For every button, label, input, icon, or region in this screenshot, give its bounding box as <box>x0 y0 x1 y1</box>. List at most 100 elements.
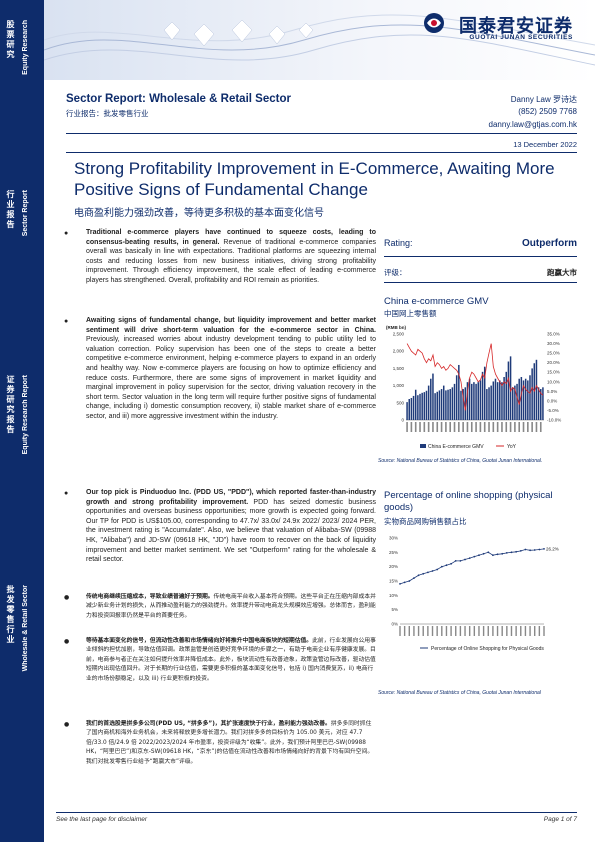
y2-tick-label: 25.0% <box>547 351 560 356</box>
gmv-bar <box>462 389 464 420</box>
x-tick-label <box>436 422 439 432</box>
gmv-bar <box>445 390 447 420</box>
gmv-bar <box>486 389 488 420</box>
rating-label-cn: 评级： <box>384 268 407 277</box>
gmv-bar <box>421 392 423 420</box>
online-share-point <box>505 552 508 554</box>
gmv-bar <box>406 402 408 420</box>
gmv-bar <box>490 385 492 420</box>
data-label: 26.2% <box>546 546 559 551</box>
chart-source: Source: National Bureau of Statistics of… <box>378 458 543 464</box>
chart-subtitle: 中国网上零售额 <box>384 309 437 318</box>
gmv-bar <box>501 382 503 420</box>
x-tick-label <box>520 626 522 636</box>
gmv-bar <box>425 390 428 420</box>
x-tick-label <box>506 626 508 636</box>
x-tick-label <box>422 626 424 636</box>
gmv-bar <box>522 380 525 420</box>
gmv-bar <box>475 383 477 420</box>
gmv-bar <box>529 375 531 420</box>
x-tick-label <box>403 626 406 636</box>
sidebar-cn-label: 批发零售行业 <box>6 585 15 645</box>
y2-tick-label: 0.0% <box>547 398 557 403</box>
online-share-point <box>543 548 545 550</box>
footer-disclaimer[interactable]: See the last page for disclaimer <box>56 816 148 823</box>
online-share-point <box>478 554 480 557</box>
bullet-dot-icon: ● <box>64 594 70 601</box>
y-tick-label: 0 <box>401 418 404 423</box>
date-divider <box>66 152 577 153</box>
gmv-bar <box>434 393 436 420</box>
gmv-bar <box>514 385 516 420</box>
x-tick-label <box>470 422 473 432</box>
x-tick-label <box>453 422 456 432</box>
x-tick-label <box>539 422 542 432</box>
x-tick-label <box>501 422 503 432</box>
online-share-point <box>482 552 485 555</box>
x-tick-label <box>535 422 538 432</box>
page-title-cn: 电商盈利能力强劲改善，等待更多积极的基本面变化信号 <box>74 208 324 219</box>
x-tick-label <box>450 626 452 636</box>
gmv-bar <box>499 380 501 420</box>
x-tick-label <box>431 626 434 636</box>
x-tick-label <box>468 626 471 636</box>
bullet-point-cn: ● 我们的首选股是拼多多公司(PDD US, “拼多多”)，其扩张速度快于行业，… <box>64 720 376 767</box>
bullet-lead: Our top pick is Pinduoduo Inc. (PDD US, … <box>86 489 376 506</box>
report-title: Sector Report: Wholesale & Retail Sector <box>66 93 291 105</box>
online-share-point <box>431 570 434 572</box>
online-share-point <box>436 568 439 571</box>
x-tick-label <box>436 626 438 636</box>
bullet-body: PDD has seized domestic business opportu… <box>86 498 376 564</box>
x-tick-label <box>483 422 486 432</box>
online-share-point <box>399 583 401 585</box>
header-divider <box>66 133 577 134</box>
online-share-point <box>519 550 522 552</box>
bullet-dot-icon: ● <box>64 638 70 645</box>
bullet-body-cn: 此前，行业发展向公用事业倾斜的担忧加剧，导致估值回调。政策监管是创造更好竞争环境… <box>86 638 376 682</box>
online-share-point <box>468 557 471 559</box>
y-tick-label: 1,000 <box>393 383 405 388</box>
x-tick-label <box>455 626 457 636</box>
gmv-bar <box>531 368 533 420</box>
sidebar-cn-label: 行业报告 <box>6 190 15 230</box>
analyst-email[interactable]: danny.law@gtjas.com.hk <box>488 120 577 129</box>
legend-label: China E-commerce GMV <box>428 444 484 450</box>
y2-tick-label: 10.0% <box>547 379 560 384</box>
x-tick-label <box>458 422 460 432</box>
yoy-line <box>406 343 544 411</box>
x-tick-label <box>417 626 420 636</box>
bullet-body: Previously, increased worries about indu… <box>86 336 376 420</box>
rating-value-cn: 跑赢大市 <box>547 268 577 277</box>
x-tick-label <box>464 626 466 636</box>
online-share-point <box>492 554 494 557</box>
x-tick-label <box>543 626 545 636</box>
y-tick-label: 1,500 <box>393 366 405 371</box>
online-share-point <box>524 548 527 551</box>
x-tick-label <box>496 626 499 636</box>
gmv-bar <box>408 399 410 420</box>
bullet-dot-icon: ● <box>64 318 69 325</box>
online-share-point <box>459 560 462 562</box>
x-tick-label <box>482 626 485 636</box>
y-tick-label: 30% <box>389 536 398 541</box>
gmv-bar <box>520 377 523 420</box>
sidebar-en-label: Equity Research <box>22 20 29 75</box>
report-date: 13 December 2022 <box>513 140 577 149</box>
brand-name-en: GUOTAI JUNAN SECURITIES <box>469 34 573 41</box>
gmv-bar <box>503 377 505 420</box>
y-tick-label: 0% <box>391 622 398 627</box>
x-tick-label <box>406 422 408 432</box>
bullet-lead-cn: 我们的首选股是拼多多公司(PDD US, “拼多多”)，其扩张速度快于行业，盈利… <box>86 721 331 727</box>
sidebar-en-label: Wholesale & Retail Sector <box>22 585 29 672</box>
gmv-bar <box>466 382 469 420</box>
x-tick-label <box>414 422 417 432</box>
gmv-bar <box>488 387 490 420</box>
x-tick-label <box>408 626 410 636</box>
online-share-point <box>501 552 504 555</box>
gmv-bar <box>414 389 417 420</box>
x-tick-label <box>538 626 541 636</box>
sidebar-block-wholesale-retail: 批发零售行业 Wholesale & Retail Sector <box>0 585 44 695</box>
gmv-bar <box>496 382 499 420</box>
bullet-dot-icon: ● <box>64 721 70 728</box>
gmv-bar <box>535 359 538 420</box>
